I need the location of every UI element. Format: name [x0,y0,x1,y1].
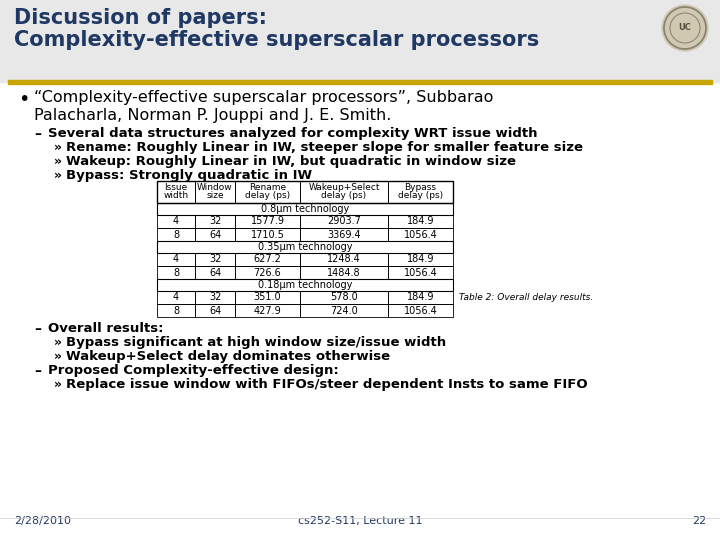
Text: 1484.8: 1484.8 [327,267,361,278]
Bar [157,253,453,266]
Text: Replace issue window with FIFOs/steer dependent Insts to same FIFO: Replace issue window with FIFOs/steer de… [66,378,588,391]
Text: 32: 32 [209,254,221,265]
Text: 4: 4 [173,293,179,302]
Bar [157,279,453,291]
Text: 1577.9: 1577.9 [251,217,284,226]
Bar [157,241,453,253]
Text: “Complexity-effective superscalar processors”, Subbarao: “Complexity-effective superscalar proces… [34,90,493,105]
Text: 64: 64 [209,306,221,315]
Text: Wakeup+Select: Wakeup+Select [308,183,379,192]
Text: 4: 4 [173,217,179,226]
Text: »: » [54,155,62,168]
Text: 4: 4 [173,254,179,265]
Bar [157,203,453,215]
Text: Table 2: Overall delay results.: Table 2: Overall delay results. [459,293,593,302]
Text: 8: 8 [173,230,179,240]
Text: 2/28/2010: 2/28/2010 [14,516,71,526]
Text: »: » [54,378,62,391]
Text: width: width [163,191,189,200]
Text: Issue: Issue [164,183,188,192]
Text: Rename: Roughly Linear in IW, steeper slope for smaller feature size: Rename: Roughly Linear in IW, steeper sl… [66,141,583,154]
Text: Complexity-effective superscalar processors: Complexity-effective superscalar process… [14,30,539,50]
Bar [157,266,453,279]
Text: »: » [54,141,62,154]
Text: 0.35μm technology: 0.35μm technology [258,242,352,252]
Bar [0,0,720,82]
Text: 32: 32 [209,217,221,226]
Text: size: size [206,191,224,200]
Text: 1056.4: 1056.4 [404,230,437,240]
Bar [8,80,712,84]
Text: 184.9: 184.9 [407,293,434,302]
Circle shape [662,5,708,51]
Text: cs252-S11, Lecture 11: cs252-S11, Lecture 11 [298,516,422,526]
Text: »: » [54,169,62,182]
Text: –: – [34,127,41,141]
Text: 1056.4: 1056.4 [404,267,437,278]
Bar [157,304,453,317]
Text: delay (ps): delay (ps) [321,191,366,200]
Text: 578.0: 578.0 [330,293,358,302]
Text: Rename: Rename [249,183,286,192]
Text: 3369.4: 3369.4 [327,230,361,240]
Text: Wakeup+Select delay dominates otherwise: Wakeup+Select delay dominates otherwise [66,350,390,363]
Text: 22: 22 [692,516,706,526]
Text: Proposed Complexity-effective design:: Proposed Complexity-effective design: [48,364,338,377]
Text: Bypass: Bypass [405,183,436,192]
Text: 184.9: 184.9 [407,217,434,226]
Text: –: – [34,322,41,336]
Text: »: » [54,336,62,349]
Text: 0.18μm technology: 0.18μm technology [258,280,352,290]
Text: 351.0: 351.0 [253,293,282,302]
Text: »: » [54,350,62,363]
Text: delay (ps): delay (ps) [398,191,443,200]
Text: –: – [34,364,41,378]
Text: 64: 64 [209,267,221,278]
Text: UC: UC [678,24,691,32]
Text: 724.0: 724.0 [330,306,358,315]
Text: Wakeup: Roughly Linear in IW, but quadratic in window size: Wakeup: Roughly Linear in IW, but quadra… [66,155,516,168]
Text: 184.9: 184.9 [407,254,434,265]
Text: 2903.7: 2903.7 [327,217,361,226]
Text: Bypass: Strongly quadratic in IW: Bypass: Strongly quadratic in IW [66,169,312,182]
Text: delay (ps): delay (ps) [245,191,290,200]
Text: 1248.4: 1248.4 [327,254,361,265]
Bar [157,181,453,203]
Bar [157,215,453,228]
Text: 8: 8 [173,306,179,315]
Text: 427.9: 427.9 [253,306,282,315]
Text: Several data structures analyzed for complexity WRT issue width: Several data structures analyzed for com… [48,127,538,140]
Text: 8: 8 [173,267,179,278]
Text: 64: 64 [209,230,221,240]
Bar [157,228,453,241]
Text: Window: Window [197,183,233,192]
Text: Overall results:: Overall results: [48,322,163,335]
Text: Bypass significant at high window size/issue width: Bypass significant at high window size/i… [66,336,446,349]
Text: 627.2: 627.2 [253,254,282,265]
Text: Discussion of papers:: Discussion of papers: [14,8,267,28]
Text: 726.6: 726.6 [253,267,282,278]
Text: 1056.4: 1056.4 [404,306,437,315]
Bar [157,291,453,304]
Text: 1710.5: 1710.5 [251,230,284,240]
Text: •: • [18,90,30,109]
Text: Palacharla, Norman P. Jouppi and J. E. Smith.: Palacharla, Norman P. Jouppi and J. E. S… [34,108,392,123]
Text: 32: 32 [209,293,221,302]
Text: 0.8μm technology: 0.8μm technology [261,204,349,214]
